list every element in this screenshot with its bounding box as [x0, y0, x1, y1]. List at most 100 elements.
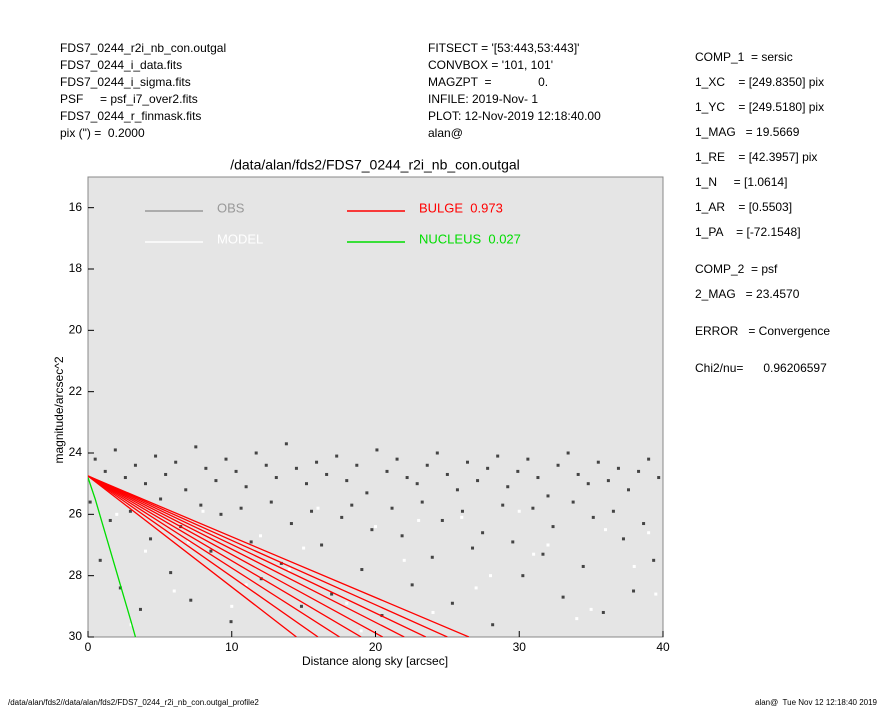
profile-line [88, 475, 470, 637]
data-point [234, 469, 238, 473]
data-point [149, 537, 153, 541]
data-point [305, 482, 308, 486]
data-point [189, 598, 193, 602]
data-point [517, 509, 521, 513]
data-point [159, 497, 163, 501]
header-left-line: PSF = psf_i7_over2.fits [60, 92, 198, 106]
header-left-line: pix (") = 0.2000 [60, 126, 145, 140]
data-point [632, 564, 636, 568]
data-point [294, 466, 298, 470]
data-point [269, 500, 273, 504]
data-point [536, 476, 540, 480]
data-point [355, 463, 359, 467]
data-point [239, 506, 243, 510]
profile-line [88, 475, 405, 637]
data-point [113, 448, 117, 452]
data-point [440, 518, 444, 522]
y-tick-label: 18 [69, 261, 83, 275]
data-point [561, 595, 565, 599]
data-point [596, 460, 600, 464]
data-point [642, 522, 646, 526]
data-point [350, 503, 354, 507]
data-point [129, 623, 133, 627]
data-point [274, 476, 278, 480]
data-point [611, 509, 615, 513]
parameter-line: COMP_2 = psf [695, 262, 778, 276]
data-point [164, 472, 168, 476]
data-point [402, 558, 406, 562]
data-point [489, 574, 492, 578]
data-point [546, 494, 550, 498]
data-point [138, 607, 142, 611]
data-point [144, 482, 147, 486]
data-point [360, 568, 364, 572]
data-point [621, 537, 625, 541]
data-point [410, 583, 414, 587]
data-point [417, 518, 421, 522]
data-point [511, 540, 515, 544]
data-point [400, 534, 404, 538]
data-point [486, 466, 490, 470]
data-point [420, 500, 424, 504]
data-point [123, 476, 127, 480]
data-point [201, 509, 205, 513]
parameter-line: 1_N = [1.0614] [695, 175, 787, 189]
data-point [98, 558, 102, 562]
profile-line [88, 475, 297, 637]
parameter-line: Chi2/nu= 0.96206597 [695, 361, 827, 375]
plot-area [87, 176, 664, 638]
data-point [289, 522, 293, 526]
x-tick-label: 30 [513, 640, 527, 654]
data-point [616, 466, 620, 470]
y-tick-label: 28 [69, 568, 83, 582]
legend-label: NUCLEUS 0.027 [419, 231, 521, 246]
data-point [431, 610, 435, 614]
data-point [501, 503, 505, 507]
data-point [133, 463, 137, 467]
profile-line [88, 477, 137, 637]
header-left-line: FDS7_0244_i_data.fits [60, 58, 182, 72]
data-point [299, 604, 303, 608]
data-point [395, 457, 399, 461]
data-point [93, 457, 97, 461]
data-point [647, 457, 651, 461]
data-point [315, 460, 319, 464]
data-point [551, 525, 555, 529]
chart-title: /data/alan/fds2/FDS7_0244_r2i_nb_con.out… [230, 157, 520, 173]
data-point [450, 601, 454, 605]
data-point [229, 620, 233, 624]
data-point [375, 448, 379, 452]
x-axis-label: Distance along sky [arcsec] [302, 654, 448, 668]
data-point [184, 488, 188, 492]
data-point [506, 485, 510, 489]
header-middle-line: alan@ [428, 126, 463, 140]
header-left-line: FDS7_0244_i_sigma.fits [60, 75, 191, 89]
data-point [571, 500, 575, 504]
data-point [108, 518, 112, 522]
data-point [604, 528, 607, 532]
data-point [340, 515, 344, 519]
parameter-line: 2_MAG = 23.4570 [695, 287, 800, 301]
y-tick-label: 24 [69, 445, 83, 459]
data-point [546, 543, 550, 547]
data-point [302, 546, 306, 550]
data-point [405, 476, 409, 480]
x-tick-label: 0 [85, 640, 92, 654]
y-tick-label: 30 [69, 629, 83, 643]
data-point [516, 469, 520, 473]
data-point [169, 571, 173, 575]
data-point [541, 552, 545, 556]
data-point [460, 515, 464, 519]
data-point [460, 509, 464, 513]
data-point [244, 485, 248, 489]
data-point [345, 479, 349, 483]
data-point [430, 555, 434, 559]
data-point [491, 623, 495, 627]
header-middle-line: MAGZPT = 0. [428, 75, 548, 89]
data-point [385, 469, 389, 473]
data-point [370, 528, 374, 532]
data-point [586, 482, 590, 486]
data-point [254, 451, 258, 455]
parameter-line: 1_RE = [42.3957] pix [695, 150, 817, 164]
x-tick-label: 10 [225, 640, 239, 654]
